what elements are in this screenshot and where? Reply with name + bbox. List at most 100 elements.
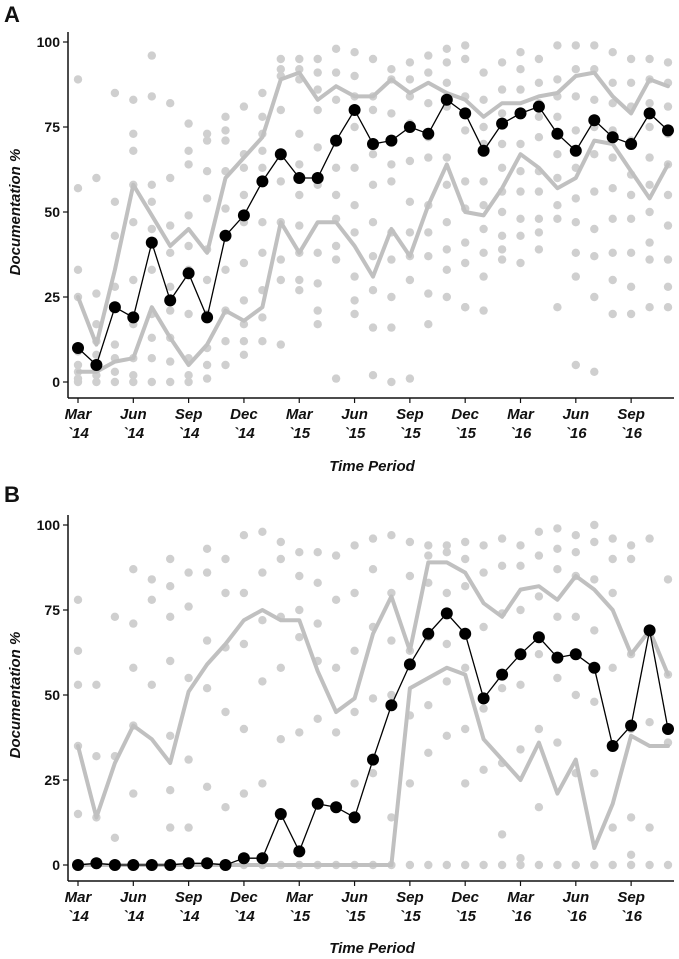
panel-b-scatter-point-18-4: [405, 779, 415, 788]
panel-a-mean-point-5: [164, 294, 177, 307]
panel-a-scatter-point-20-9: [442, 292, 451, 302]
panel-a-scatter-point-22-8: [479, 272, 488, 281]
panel-b-scatter-point-17-0: [387, 531, 396, 540]
panel-a-scatter-point-12-9: [295, 286, 304, 295]
panel-b-scatter-point-21-3: [461, 663, 470, 672]
panel-b-scatter-point-18-5: [405, 860, 415, 870]
panel-b-scatter-point-6-3: [184, 755, 193, 764]
panel-a-scatter-point-30-0: [626, 54, 636, 64]
panel-b-scatter-point-26-4: [553, 673, 562, 683]
panel-a-scatter-point-28-5: [590, 187, 599, 196]
panel-b-scatter-point-22-1: [479, 568, 488, 577]
panel-a-scatter-point-27-3: [571, 126, 580, 135]
panel-a-scatter-point-1-7: [92, 377, 101, 387]
panel-a-mean-point-26: [551, 127, 564, 140]
panel-b-scatter-point-23-1: [497, 561, 507, 570]
panel-a-scatter-point-19-2: [424, 99, 433, 108]
panel-b-scatter-point-16-0: [368, 534, 378, 543]
panel-a-scatter-point-24-9: [516, 258, 525, 268]
panel-b-scatter-point-30-6: [626, 860, 636, 870]
panel-b-scatter-point-31-4: [645, 860, 654, 870]
panel-b-scatter-point-28-6: [590, 860, 599, 870]
panel-b-band-layer: [76, 560, 670, 867]
panel-a-x-tick-label-12-year: `15: [288, 425, 310, 442]
panel-b-mean-point-26: [551, 651, 564, 664]
panel-a-scatter-point-9-8: [239, 337, 249, 346]
panel-a-scatter-point-22-6: [479, 224, 488, 234]
panel-b-scatter-point-5-0: [166, 554, 175, 564]
panel-b-scatter-point-24-0: [516, 541, 525, 550]
panel-b-scatter-point-32-0: [663, 575, 673, 584]
panel-a-y-tick-label-50: 50: [44, 204, 60, 220]
panel-a-scatter-point-19-0: [424, 51, 433, 60]
panel-b-scatter-point-6-4: [184, 823, 193, 832]
panel-a-scatter-point-0-0: [73, 75, 83, 84]
panel-b-scatter-point-7-4: [202, 782, 212, 791]
panel-a-scatter-point-20-6: [442, 218, 451, 227]
panel-a-mean-point-23: [496, 117, 509, 130]
panel-b-scatter-point-17-1: [387, 588, 396, 598]
panel-a-scatter-point-13-9: [313, 320, 322, 329]
panel-b-mean-point-14: [330, 801, 343, 814]
panel-a-scatter-point-26-1: [553, 75, 562, 84]
panel-a-scatter-point-27-6: [571, 218, 580, 227]
panel-a-scatter-point-16-6: [368, 252, 378, 261]
panel-a-scatter-point-26-3: [553, 112, 562, 122]
panel-b-scatter-point-25-4: [534, 724, 544, 734]
panel-b-scatter-point-30-0: [626, 541, 636, 550]
panel-a-scatter-point-24-5: [516, 167, 525, 176]
panel-b-mean-point-20: [440, 607, 453, 620]
panel-a-scatter-point-8-8: [221, 337, 230, 346]
panel-b-scatter-point-25-3: [534, 650, 544, 659]
panel-b-scatter-point-24-1: [516, 561, 525, 570]
panel-b-mean-point-19: [422, 627, 435, 640]
panel-b-scatter-point-28-3: [590, 626, 599, 635]
panel-a-scatter-point-9-6: [239, 296, 249, 305]
panel-b-mean-point-21: [459, 627, 472, 640]
panel-b-mean-point-17: [385, 699, 398, 712]
panel-a-scatter-point-0-1: [73, 184, 83, 193]
panel-a-scatter-point-26-7: [553, 201, 562, 210]
panel-b-scatter-point-23-6: [497, 860, 507, 870]
panel-a-scatter-point-4-4: [147, 224, 156, 234]
panel-a-scatter-point-8-9: [221, 360, 230, 370]
panel-a-scatter-point-22-0: [479, 68, 488, 77]
panel-a-scatter-point-0-2: [73, 265, 83, 274]
panel-b-x-tick-label-27-month: Jun: [562, 889, 589, 906]
panel-b-scatter-point-27-1: [571, 548, 580, 557]
panel-b-scatter-point-20-0: [442, 541, 451, 550]
panel-a-scatter-point-20-4: [442, 153, 451, 162]
panel-a-scatter-point-13-1: [313, 68, 322, 77]
panel-a-scatter-point-8-4: [221, 204, 230, 213]
panel-a-scatter-point-30-1: [626, 78, 636, 88]
panel-a-scatter-point-23-6: [497, 207, 507, 217]
panel-b-scatter-point-9-3: [239, 724, 249, 734]
panel-b-scatter-point-15-1: [350, 588, 359, 598]
panel-b-scatter-point-3-4: [129, 789, 138, 798]
panel-b-mean-point-27: [569, 648, 582, 661]
panel-a-x-tick-label-24-year: `16: [510, 425, 532, 442]
panel-b-x-tick-label-18-month: Sep: [396, 889, 424, 906]
panel-a-scatter-point-14-4: [331, 163, 341, 172]
panel-b-scatter-point-26-1: [553, 544, 562, 553]
panel-b-upper-line: [76, 560, 670, 820]
panel-a-scatter-point-1-2: [92, 320, 101, 329]
panel-a-y-axis-title: Documentation %: [7, 149, 24, 276]
panel-a-mean-point-2: [108, 301, 121, 314]
panel-a-scatter-point-13-6: [313, 248, 322, 257]
panel-a-scatter-point-26-6: [553, 173, 562, 183]
panel-a-scatter-point-31-8: [645, 255, 654, 264]
panel-a-scatter-point-12-6: [295, 221, 304, 230]
panel-a-scatter-point-18-2: [405, 92, 415, 101]
panel-a-scatter-point-23-4: [497, 163, 507, 172]
panel-b-scatter-point-24-2: [516, 605, 525, 615]
panel-b-scatter-point-12-0: [295, 548, 304, 557]
panel-b-scatter-point-25-6: [534, 860, 544, 870]
panel-a-scatter-point-3-5: [129, 275, 138, 285]
panel-b-scatter-point-5-6: [166, 823, 175, 832]
panel-a-scatter-point-1-0: [92, 173, 101, 183]
panel-a-scatter-point-32-9: [663, 303, 673, 312]
panel-b-x-tick-label-24-month: Mar: [507, 889, 535, 906]
panel-b-scatter-point-6-1: [184, 602, 193, 611]
panel-b-scatter-point-29-6: [608, 860, 617, 870]
